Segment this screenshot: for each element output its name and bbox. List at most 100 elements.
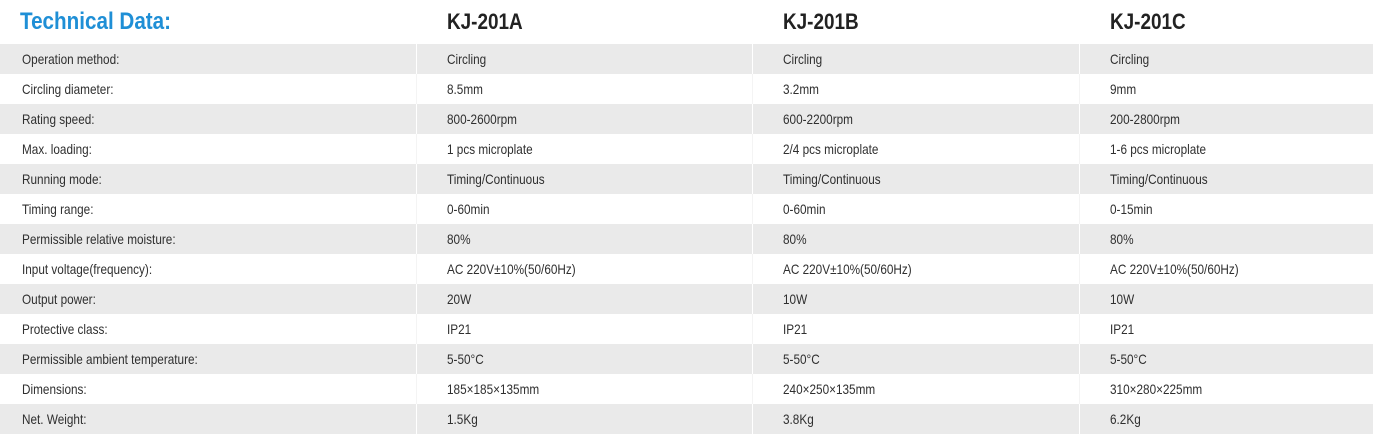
column-divider bbox=[416, 284, 417, 314]
row-value: 9mm bbox=[1110, 81, 1137, 97]
row-value: Circling bbox=[1110, 51, 1150, 67]
row-value: 1 pcs microplate bbox=[447, 141, 533, 157]
row-value: AC 220V±10%(50/60Hz) bbox=[783, 261, 912, 277]
column-divider bbox=[416, 74, 417, 104]
row-value: 2/4 pcs microplate bbox=[783, 141, 879, 157]
row-label: Timing range: bbox=[22, 201, 94, 217]
row-label: Input voltage(frequency): bbox=[22, 261, 153, 277]
row-value: 5-50°C bbox=[447, 351, 484, 367]
row-value: 10W bbox=[1110, 291, 1135, 307]
model-header-kj-201c: KJ-201C bbox=[1110, 9, 1186, 34]
row-value: 800-2600rpm bbox=[447, 111, 517, 127]
row-value: 10W bbox=[783, 291, 808, 307]
column-divider bbox=[416, 344, 417, 374]
column-divider bbox=[1079, 254, 1080, 284]
column-divider bbox=[1079, 134, 1080, 164]
row-label: Rating speed: bbox=[22, 111, 95, 127]
table-row: Output power: 20W 10W 10W bbox=[0, 284, 1373, 314]
row-value: 5-50°C bbox=[1110, 351, 1147, 367]
table-row: Rating speed: 800-2600rpm 600-2200rpm 200-2… bbox=[0, 104, 1373, 134]
row-label: Max. loading: bbox=[22, 141, 92, 157]
column-divider bbox=[416, 314, 417, 344]
row-label: Net. Weight: bbox=[22, 411, 87, 427]
row-value: Circling bbox=[783, 51, 823, 67]
row-value: 80% bbox=[447, 231, 471, 247]
column-divider bbox=[752, 374, 753, 404]
table-row: Circling diameter: 8.5mm 3.2mm 9mm bbox=[0, 74, 1373, 104]
column-divider bbox=[1079, 344, 1080, 374]
row-label: Permissible ambient temperature: bbox=[22, 351, 198, 367]
table-row: Permissible relative moisture: 80% 80% 80% bbox=[0, 224, 1373, 254]
table-row: Operation method: Circling Circling Circlin… bbox=[0, 44, 1373, 74]
row-label: Output power: bbox=[22, 291, 96, 307]
column-divider bbox=[1079, 44, 1080, 74]
column-divider bbox=[416, 164, 417, 194]
row-value: IP21 bbox=[447, 321, 472, 337]
column-divider bbox=[752, 104, 753, 134]
row-value: 5-50°C bbox=[783, 351, 820, 367]
column-divider bbox=[416, 194, 417, 224]
row-value: 3.2mm bbox=[783, 81, 819, 97]
row-label: Operation method: bbox=[22, 51, 120, 67]
column-divider bbox=[752, 134, 753, 164]
row-value: 240×250×135mm bbox=[783, 381, 876, 397]
column-divider bbox=[1079, 404, 1080, 434]
row-value: 80% bbox=[783, 231, 807, 247]
column-divider bbox=[752, 404, 753, 434]
row-value: 20W bbox=[447, 291, 472, 307]
column-divider bbox=[1079, 314, 1080, 344]
row-label: Permissible relative moisture: bbox=[22, 231, 176, 247]
row-value: 185×185×135mm bbox=[447, 381, 540, 397]
row-value: 8.5mm bbox=[447, 81, 483, 97]
table-row: Max. loading: 1 pcs microplate 2/4 pcs mic… bbox=[0, 134, 1373, 164]
row-value: Timing/Continuous bbox=[783, 171, 881, 187]
column-divider bbox=[1079, 284, 1080, 314]
column-divider bbox=[416, 104, 417, 134]
column-divider bbox=[752, 254, 753, 284]
row-value: IP21 bbox=[1110, 321, 1135, 337]
column-divider bbox=[752, 194, 753, 224]
row-value: 80% bbox=[1110, 231, 1134, 247]
table-row: Input voltage(frequency): AC 220V±10%(50/… bbox=[0, 254, 1373, 284]
column-divider bbox=[1079, 374, 1080, 404]
row-value: 6.2Kg bbox=[1110, 411, 1141, 427]
column-divider bbox=[1079, 224, 1080, 254]
table-row: Running mode: Timing/Continuous Timing/Con… bbox=[0, 164, 1373, 194]
table-title: Technical Data: bbox=[20, 8, 172, 35]
column-divider bbox=[416, 404, 417, 434]
column-divider bbox=[1079, 74, 1080, 104]
row-value: 200-2800rpm bbox=[1110, 111, 1180, 127]
row-value: Timing/Continuous bbox=[1110, 171, 1208, 187]
row-label: Protective class: bbox=[22, 321, 108, 337]
column-divider bbox=[752, 284, 753, 314]
table-row: Protective class: IP21 IP21 IP21 bbox=[0, 314, 1373, 344]
row-label: Running mode: bbox=[22, 171, 102, 187]
table-row: Net. Weight: 1.5Kg 3.8Kg 6.2Kg bbox=[0, 404, 1373, 434]
row-value: 0-60min bbox=[447, 201, 490, 217]
column-divider bbox=[752, 44, 753, 74]
column-divider bbox=[416, 224, 417, 254]
row-value: 600-2200rpm bbox=[783, 111, 853, 127]
column-divider bbox=[752, 74, 753, 104]
column-divider bbox=[1079, 194, 1080, 224]
row-value: Timing/Continuous bbox=[447, 171, 545, 187]
row-value: Circling bbox=[447, 51, 487, 67]
row-value: AC 220V±10%(50/60Hz) bbox=[447, 261, 576, 277]
column-divider bbox=[752, 224, 753, 254]
row-value: 1.5Kg bbox=[447, 411, 478, 427]
column-divider bbox=[416, 134, 417, 164]
column-divider bbox=[1079, 164, 1080, 194]
table-row: Timing range: 0-60min 0-60min 0-15min bbox=[0, 194, 1373, 224]
row-label: Circling diameter: bbox=[22, 81, 114, 97]
model-header-kj-201a: KJ-201A bbox=[447, 9, 523, 34]
table-body: Operation method: Circling Circling Circlin… bbox=[0, 44, 1373, 434]
row-value: 1-6 pcs microplate bbox=[1110, 141, 1207, 157]
column-divider bbox=[416, 254, 417, 284]
table-row: Permissible ambient temperature: 5-50°C 5-… bbox=[0, 344, 1373, 374]
row-value: 0-15min bbox=[1110, 201, 1153, 217]
column-divider bbox=[752, 164, 753, 194]
row-value: 0-60min bbox=[783, 201, 826, 217]
column-divider bbox=[752, 344, 753, 374]
column-divider bbox=[752, 314, 753, 344]
